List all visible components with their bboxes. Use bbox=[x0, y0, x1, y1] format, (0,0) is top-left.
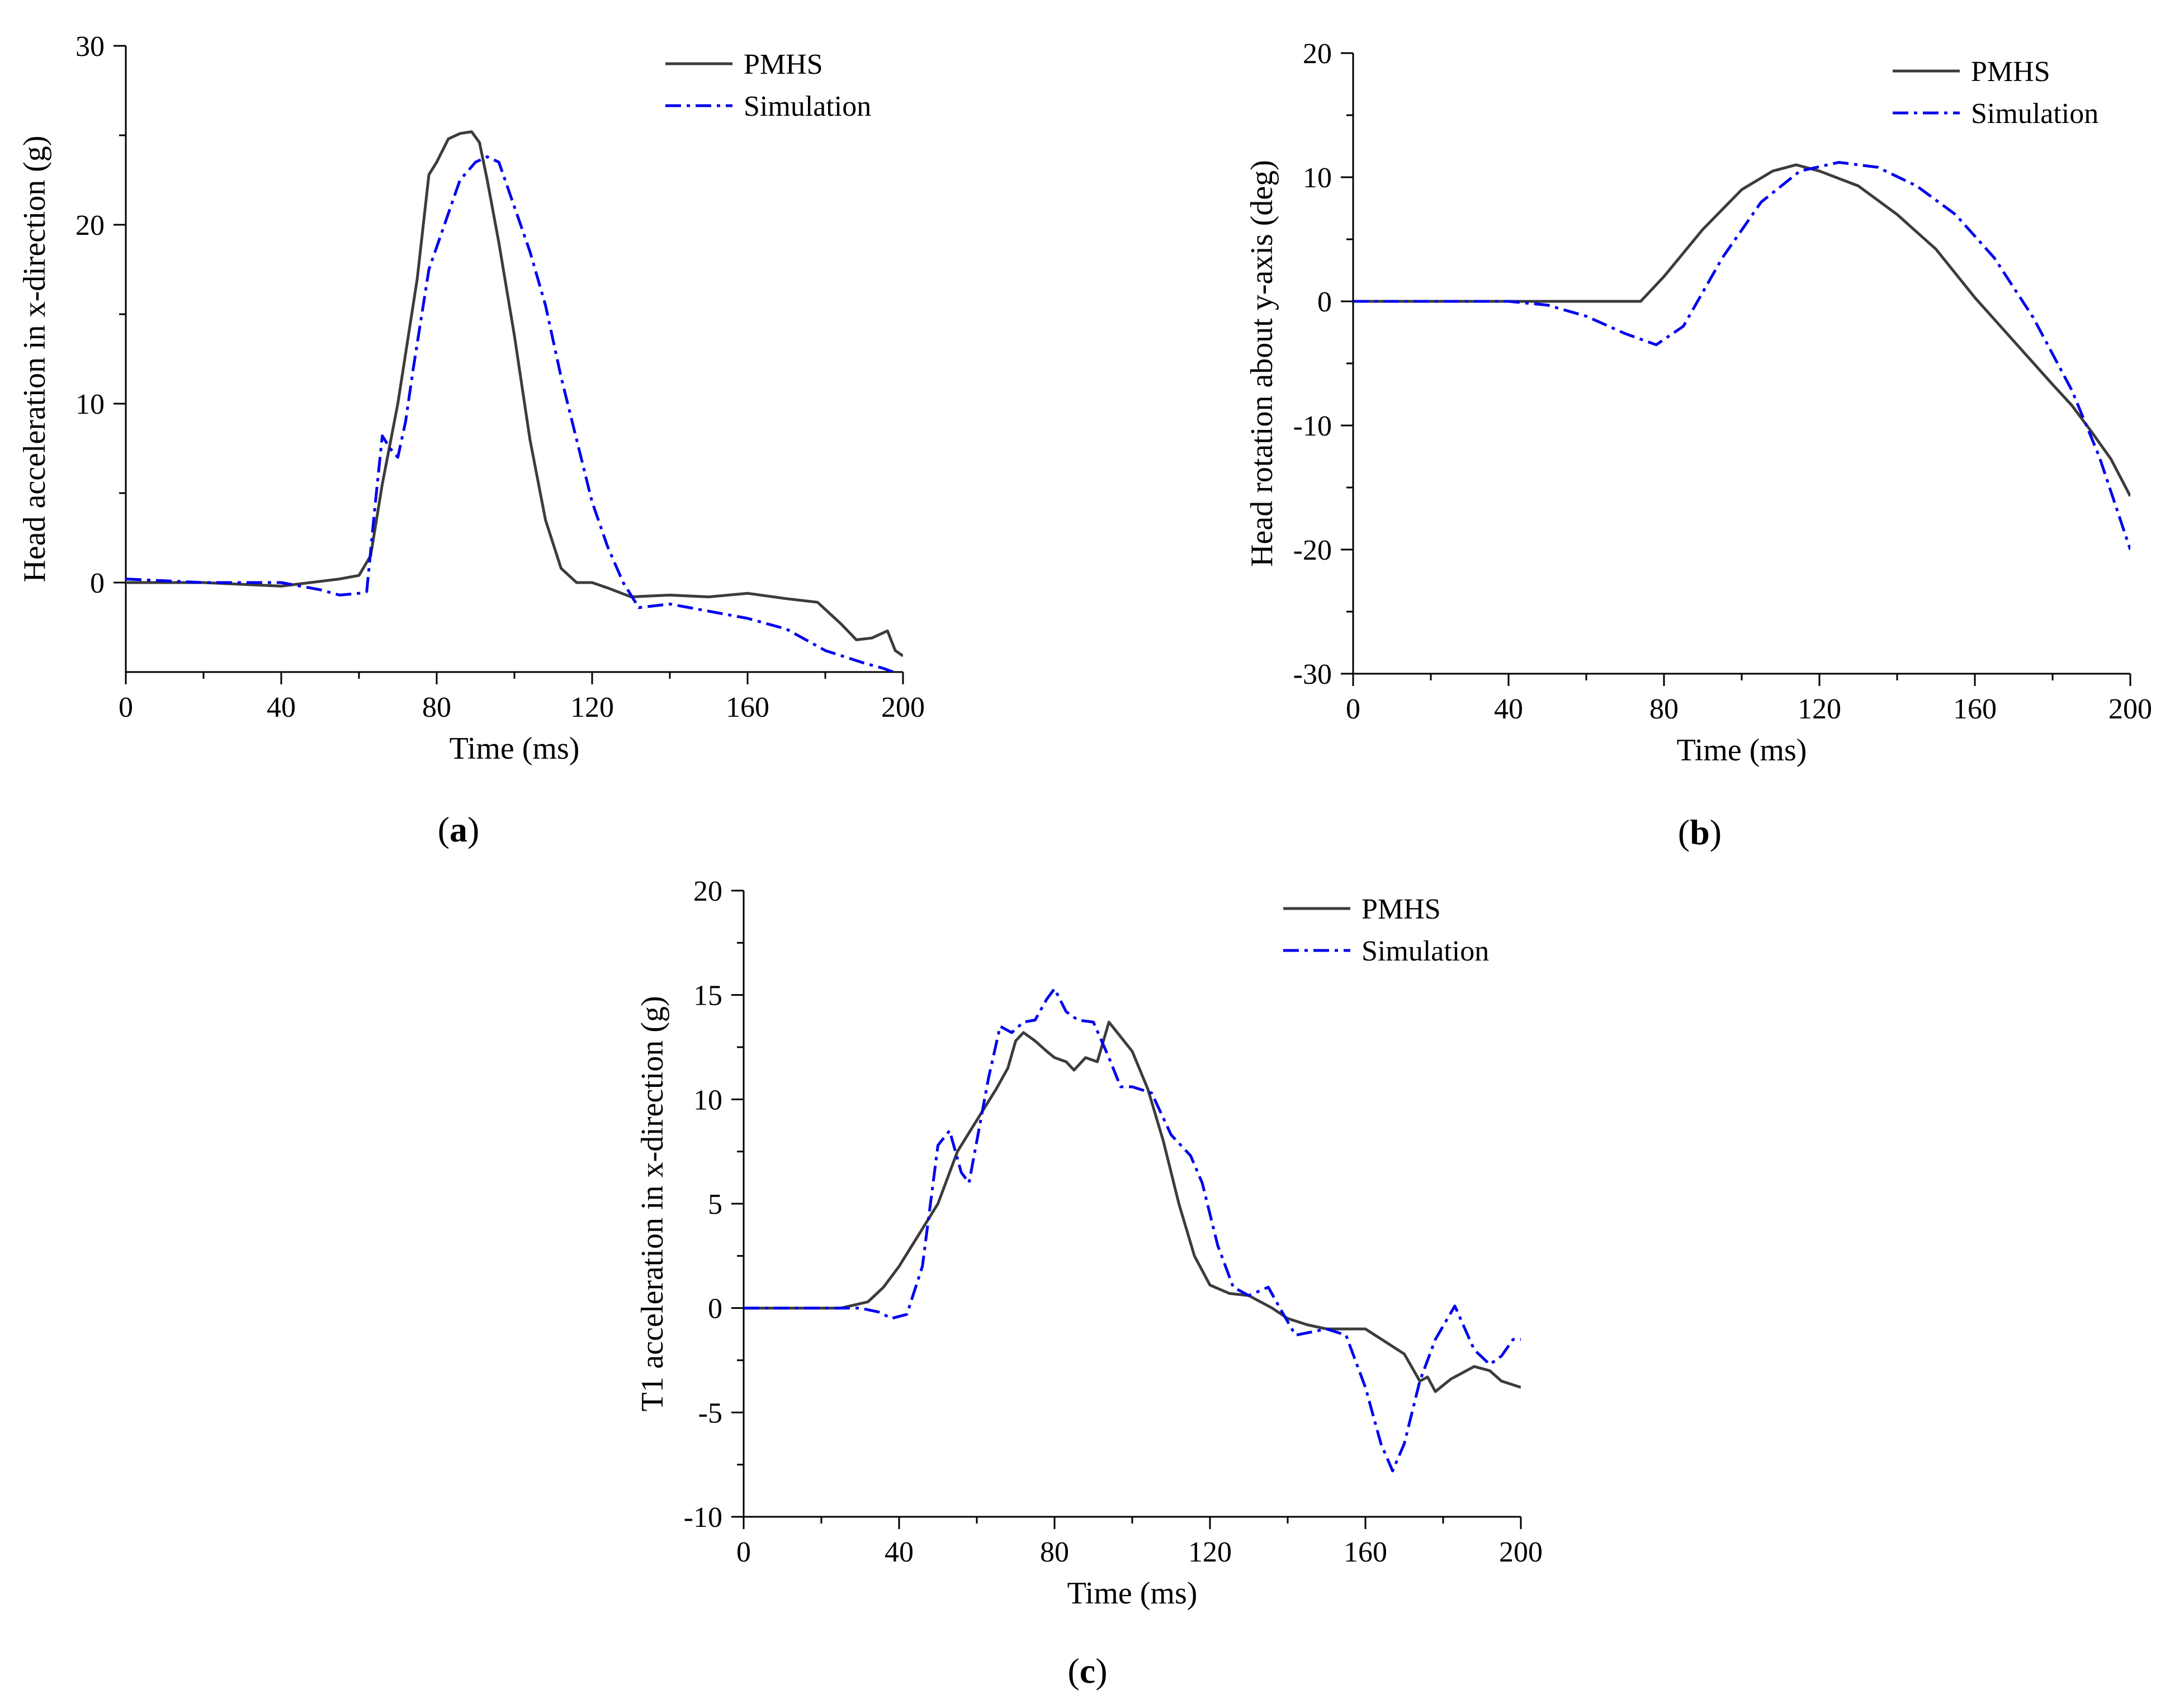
x-tick-label: 160 bbox=[1344, 1536, 1387, 1568]
y-tick-label: -5 bbox=[698, 1397, 722, 1429]
y-tick-label: 20 bbox=[1303, 38, 1332, 70]
x-tick-label: 80 bbox=[1649, 693, 1679, 725]
y-tick-label: -30 bbox=[1293, 659, 1332, 690]
x-tick-label: 80 bbox=[422, 692, 451, 723]
y-tick-label: 20 bbox=[75, 210, 105, 242]
x-axis-title: Time (ms) bbox=[1677, 733, 1807, 768]
x-tick-label: 0 bbox=[119, 692, 133, 723]
y-axis-title: Head acceleration in x-direction (g) bbox=[17, 135, 52, 582]
legend-label-simulation: Simulation bbox=[1361, 935, 1489, 967]
x-tick-label: 200 bbox=[2108, 693, 2152, 725]
y-tick-label: 30 bbox=[75, 31, 105, 63]
x-tick-label: 80 bbox=[1040, 1536, 1069, 1568]
caption-close: ) bbox=[467, 810, 479, 849]
legend-label-pmhs: PMHS bbox=[1361, 893, 1441, 925]
legend-label-pmhs: PMHS bbox=[744, 49, 823, 81]
y-tick-label: 0 bbox=[1317, 286, 1332, 318]
y-tick-label: 10 bbox=[693, 1084, 722, 1116]
y-tick-label: 0 bbox=[90, 567, 105, 599]
panel-caption: (a) bbox=[438, 810, 480, 849]
x-tick-label: 120 bbox=[1188, 1536, 1232, 1568]
series-line-pmhs bbox=[1353, 163, 2130, 497]
panel-caption: (c) bbox=[1067, 1651, 1107, 1691]
x-tick-label: 120 bbox=[570, 692, 614, 723]
chart-panel-a: 0 40 80 120 160 200 0 10 20 30 Time (ms) Head accel… bbox=[17, 31, 925, 849]
legend-label-pmhs: PMHS bbox=[1971, 56, 2050, 88]
caption-letter: c bbox=[1080, 1651, 1095, 1691]
legend-label-simulation: Simulation bbox=[744, 91, 871, 122]
x-tick-label: 40 bbox=[885, 1536, 914, 1568]
chart-panel-b: 0 40 80 120 160 200 -30 -20 -10 0 10 20 Time (ms) Hea… bbox=[1245, 38, 2152, 852]
x-tick-label: 0 bbox=[736, 1536, 751, 1568]
x-axis-title: Time (ms) bbox=[1067, 1576, 1198, 1611]
legend-label-simulation: Simulation bbox=[1971, 98, 2098, 130]
series-line-simulation bbox=[1353, 160, 2130, 550]
caption-close: ) bbox=[1095, 1651, 1107, 1691]
x-tick-label: 0 bbox=[1346, 693, 1360, 725]
x-tick-label: 40 bbox=[1494, 693, 1523, 725]
y-tick-label: 0 bbox=[708, 1293, 722, 1325]
y-tick-label: 5 bbox=[708, 1189, 722, 1220]
x-axis-title: Time (ms) bbox=[450, 731, 580, 766]
x-tick-label: 120 bbox=[1798, 693, 1841, 725]
series-line-pmhs bbox=[744, 1020, 1521, 1393]
caption-open: ( bbox=[1678, 812, 1690, 852]
series-line-simulation bbox=[126, 155, 897, 672]
y-tick-label: 15 bbox=[693, 980, 722, 1012]
x-tick-label: 200 bbox=[1499, 1536, 1543, 1568]
caption-open: ( bbox=[438, 810, 450, 849]
caption-open: ( bbox=[1067, 1651, 1079, 1691]
y-tick-label: 20 bbox=[693, 876, 722, 907]
y-tick-label: 10 bbox=[75, 389, 105, 420]
chart-panel-c: 0 40 80 120 160 200 -10 -5 0 5 10 15 20 Time (ms) T1 a… bbox=[635, 876, 1543, 1691]
series-line-pmhs bbox=[126, 130, 903, 657]
y-tick-label: -10 bbox=[1293, 410, 1332, 442]
y-axis-title: T1 acceleration in x-direction (g) bbox=[635, 996, 670, 1411]
y-axis-title: Head rotation about y-axis (deg) bbox=[1245, 160, 1279, 567]
x-tick-label: 200 bbox=[881, 692, 925, 723]
y-tick-label: -20 bbox=[1293, 534, 1332, 566]
x-tick-label: 160 bbox=[1953, 693, 1997, 725]
x-tick-label: 40 bbox=[267, 692, 296, 723]
caption-close: ) bbox=[1710, 812, 1722, 852]
caption-letter: b bbox=[1690, 812, 1710, 852]
y-tick-label: 10 bbox=[1303, 162, 1332, 194]
caption-letter: a bbox=[450, 810, 467, 849]
x-tick-label: 160 bbox=[726, 692, 769, 723]
series-line-simulation bbox=[744, 987, 1521, 1473]
y-tick-label: -10 bbox=[684, 1502, 722, 1534]
panel-caption: (b) bbox=[1678, 812, 1722, 852]
